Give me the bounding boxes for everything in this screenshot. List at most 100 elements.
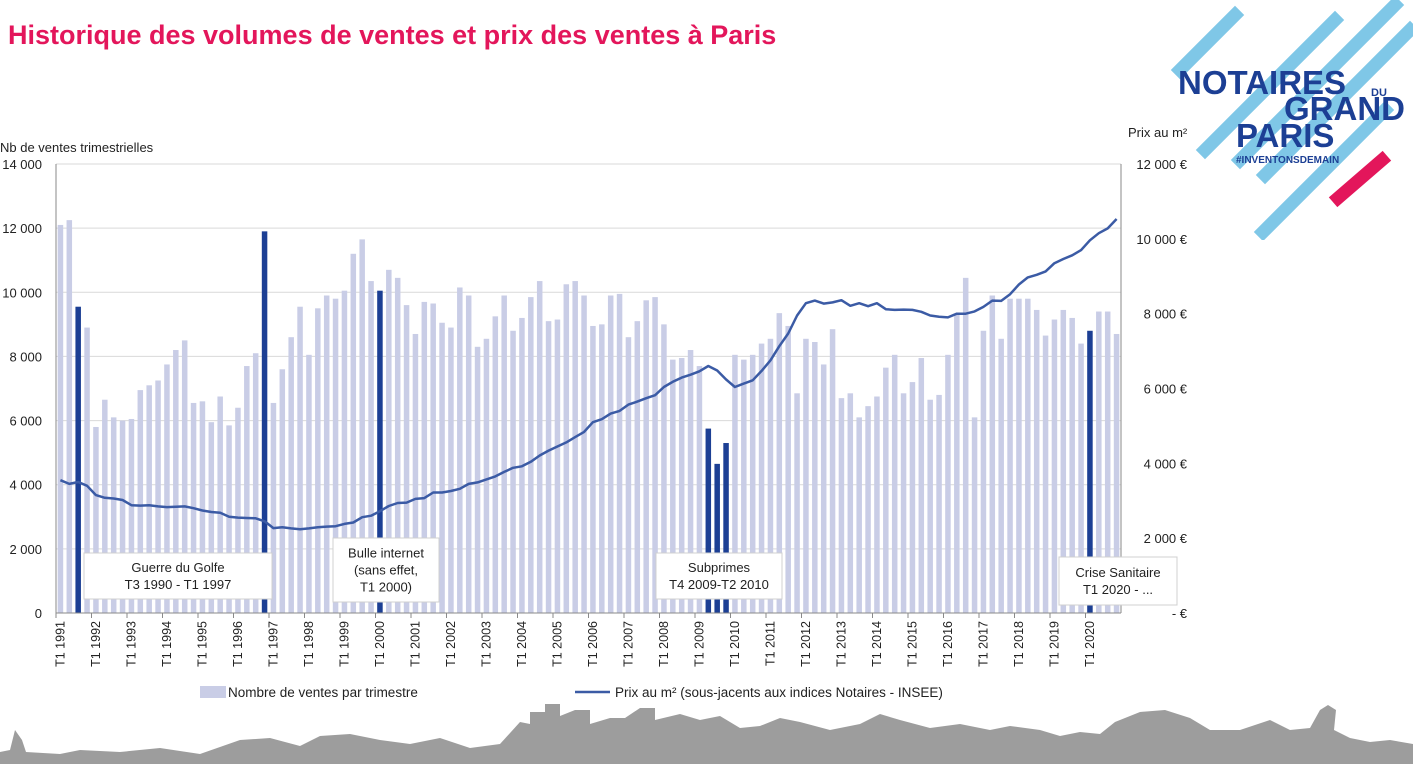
- bar: [323, 295, 330, 613]
- bar: [572, 281, 578, 613]
- x-tick-label: T1 2002: [444, 621, 458, 667]
- chart-legend: Nombre de ventes par trimestre Prix au m²…: [200, 685, 943, 700]
- y-axis-label-right: Prix au m²: [1128, 125, 1188, 140]
- bar: [315, 308, 321, 613]
- bar: [794, 393, 800, 613]
- bar: [936, 394, 942, 613]
- logo-stripe: [1253, 100, 1395, 240]
- y-tick-label-left: 2 000: [9, 542, 42, 557]
- x-tick-label: T1 2008: [657, 621, 671, 667]
- bar: [616, 293, 623, 613]
- annotation-box: [332, 537, 440, 603]
- x-tick-label: T1 2016: [941, 621, 955, 667]
- x-tick-label: T1 1991: [53, 621, 67, 667]
- bar: [492, 316, 499, 613]
- bar: [909, 382, 916, 613]
- x-tick-label: T1 1993: [124, 621, 138, 667]
- bar: [244, 366, 250, 613]
- bar: [270, 402, 277, 613]
- bar: [359, 239, 365, 613]
- x-tick-label: T1 2001: [408, 621, 422, 667]
- logo-stripe: [1230, 0, 1405, 170]
- bar: [891, 354, 898, 613]
- bar: [1096, 311, 1102, 613]
- bar: [945, 354, 951, 613]
- y-tick-label-left: 0: [35, 606, 42, 621]
- bar: [670, 359, 676, 613]
- bar: [448, 327, 454, 613]
- legend-label-bars: Nombre de ventes par trimestre: [228, 685, 418, 700]
- bar: [847, 393, 854, 613]
- bar: [439, 322, 445, 613]
- bar: [164, 364, 170, 613]
- plot-frame: [55, 164, 1122, 614]
- bar: [1007, 298, 1013, 613]
- bar-highlight: [75, 306, 81, 613]
- bar-highlight: [1087, 330, 1093, 613]
- x-tick-label: T1 1994: [160, 621, 174, 667]
- annotation-label: (sans effet,: [354, 563, 418, 578]
- bar: [1051, 319, 1058, 613]
- bar: [1113, 333, 1120, 613]
- y-tick-label-right: - €: [1172, 606, 1188, 621]
- bar: [661, 324, 667, 613]
- x-tick-label: T1 2013: [834, 621, 848, 667]
- bar: [732, 354, 738, 613]
- bar: [625, 337, 632, 613]
- chart-axes: 0 2 000 4 000 6 000 8 000 10 000 12 000 14 000 -…: [2, 157, 1188, 667]
- annotation-label: Crise Sanitaire: [1075, 565, 1160, 580]
- bar: [279, 369, 286, 613]
- bar: [838, 398, 845, 613]
- bar: [954, 314, 960, 613]
- y-tick-label-right: 10 000 €: [1136, 232, 1187, 247]
- bar-highlight: [705, 428, 712, 613]
- bar: [1025, 298, 1031, 613]
- bar: [288, 337, 294, 613]
- x-tick-label: T1 1997: [266, 621, 280, 667]
- y-tick-label-right: 8 000 €: [1144, 307, 1188, 322]
- bar: [332, 298, 339, 613]
- bar: [829, 329, 836, 613]
- x-tick-label: T1 2020: [1083, 621, 1097, 667]
- price-line: [59, 218, 1118, 531]
- bar: [803, 338, 809, 613]
- bar: [1069, 317, 1075, 613]
- bar: [252, 353, 259, 613]
- bar: [989, 295, 996, 613]
- x-tick-label: T1 2004: [515, 621, 529, 667]
- bar: [102, 399, 108, 613]
- bar: [1016, 298, 1022, 613]
- y-tick-label-right: 12 000 €: [1136, 157, 1187, 172]
- bar: [785, 325, 791, 613]
- bar: [581, 295, 587, 613]
- bar: [501, 295, 507, 613]
- x-tick-label: T1 2018: [1012, 621, 1026, 667]
- y-tick-label-left: 4 000: [9, 478, 42, 493]
- x-tick-label: T1 2009: [692, 621, 706, 667]
- bar: [634, 321, 641, 613]
- bar: [1042, 335, 1049, 613]
- bar: [226, 425, 232, 613]
- annotation-label: T1 2000): [360, 580, 412, 595]
- logo-word-du: DU: [1371, 87, 1387, 99]
- y-tick-label-right: 2 000 €: [1144, 531, 1188, 546]
- annotation-box: [83, 552, 273, 600]
- bar: [297, 306, 303, 613]
- bar: [812, 341, 818, 613]
- bar: [403, 305, 410, 613]
- chart-price-line: [59, 218, 1118, 531]
- bar: [599, 324, 605, 613]
- annotation-box: [1058, 556, 1178, 606]
- slide-title: Historique des volumes de ventes et prix…: [8, 20, 777, 50]
- bar: [146, 385, 152, 613]
- bar: [554, 319, 561, 613]
- bar: [386, 269, 392, 613]
- logo-word-grand: GRAND: [1284, 90, 1405, 127]
- bar: [749, 354, 756, 613]
- logo-word-notaires: NOTAIRES: [1178, 64, 1346, 101]
- chart-annotations: Guerre du Golfe T3 1990 - T1 1997 Bulle in…: [83, 537, 1178, 606]
- bar: [1033, 309, 1040, 613]
- chart-gridlines: [56, 163, 1121, 614]
- bar: [962, 277, 969, 613]
- bar: [350, 253, 357, 614]
